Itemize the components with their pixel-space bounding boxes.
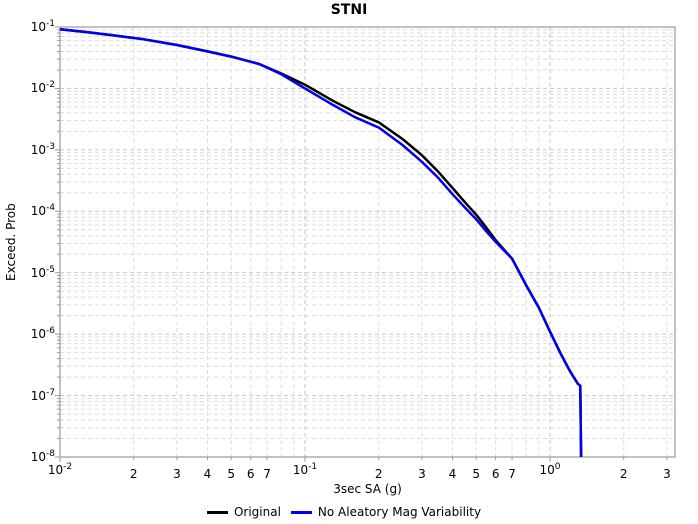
y-tick-label: 10-8 bbox=[30, 449, 55, 464]
x-tick-label-minor: 7 bbox=[263, 467, 271, 481]
series-no-aleatory-mag-variability bbox=[59, 27, 583, 458]
y-tick-label: 10-2 bbox=[30, 80, 55, 96]
x-tick-label-minor: 5 bbox=[227, 467, 236, 481]
y-tick-label: 10-5 bbox=[30, 264, 55, 280]
series-line bbox=[59, 27, 583, 458]
x-tick-label-major: 100 bbox=[539, 462, 561, 477]
grid-minor bbox=[60, 27, 675, 457]
chart-title: STNI bbox=[330, 2, 368, 18]
legend-line-original-icon bbox=[206, 510, 228, 514]
y-axis-title: Exceed. Prob bbox=[4, 203, 18, 281]
legend-line-no-aleatory-icon bbox=[290, 510, 312, 514]
grid-major bbox=[60, 27, 675, 457]
x-tick-label-major: 10-1 bbox=[292, 462, 318, 477]
legend-label-no-aleatory: No Aleatory Mag Variability bbox=[317, 505, 482, 519]
x-tick-label-minor: 3 bbox=[173, 467, 181, 481]
x-axis-title: 3sec SA (g) bbox=[333, 482, 402, 496]
x-tick-label-major: 10-2 bbox=[47, 462, 73, 477]
x-tick-label-minor: 4 bbox=[203, 467, 212, 481]
x-tick-label-minor: 2 bbox=[619, 467, 628, 481]
x-tick-label-minor: 3 bbox=[663, 467, 671, 481]
y-tick-label: 10-6 bbox=[30, 326, 55, 342]
y-tick-label: 10-4 bbox=[30, 203, 55, 219]
y-tick-label: 10-3 bbox=[30, 141, 55, 157]
x-tick-label-minor: 7 bbox=[508, 467, 516, 481]
x-tick-label-minor: 2 bbox=[129, 467, 138, 481]
axis-ticks bbox=[55, 26, 668, 462]
x-tick-label-minor: 3 bbox=[418, 467, 426, 481]
x-tick-label-minor: 6 bbox=[246, 467, 255, 481]
plot-frame bbox=[59, 26, 676, 458]
y-tick-label: 10-1 bbox=[30, 19, 55, 34]
x-tick-label-minor: 4 bbox=[448, 467, 457, 481]
x-tick-label-minor: 6 bbox=[491, 467, 500, 481]
legend-label-original: Original bbox=[233, 505, 281, 519]
x-tick-label-minor: 5 bbox=[472, 467, 481, 481]
legend: Original No Aleatory Mag Variability bbox=[0, 503, 698, 521]
y-tick-label: 10-7 bbox=[30, 387, 55, 403]
x-tick-label-minor: 2 bbox=[374, 467, 383, 481]
